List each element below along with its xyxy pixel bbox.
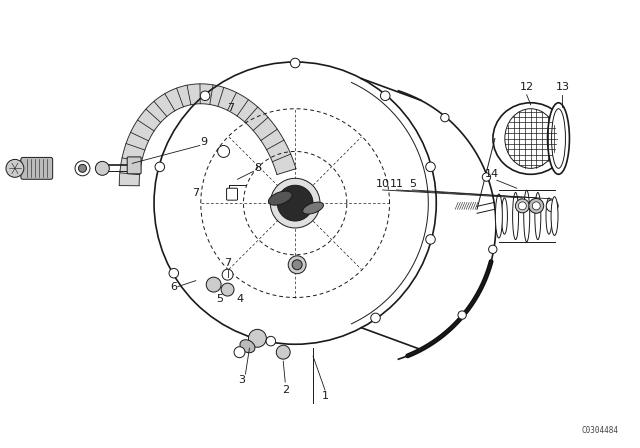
- Ellipse shape: [303, 202, 323, 214]
- Text: 4: 4: [236, 293, 243, 304]
- Circle shape: [426, 162, 435, 172]
- Circle shape: [291, 58, 300, 68]
- Circle shape: [518, 202, 526, 210]
- Circle shape: [206, 277, 221, 292]
- Circle shape: [277, 185, 313, 221]
- Text: 7: 7: [192, 188, 199, 198]
- Circle shape: [95, 161, 109, 175]
- Text: 10: 10: [376, 179, 390, 189]
- Text: 14: 14: [485, 169, 499, 179]
- Circle shape: [371, 313, 380, 323]
- Ellipse shape: [548, 103, 570, 174]
- Circle shape: [532, 202, 540, 210]
- Text: 9: 9: [200, 137, 207, 146]
- Circle shape: [292, 260, 302, 270]
- Ellipse shape: [268, 191, 292, 205]
- Circle shape: [276, 345, 290, 359]
- Circle shape: [288, 256, 306, 274]
- Ellipse shape: [240, 340, 255, 353]
- Circle shape: [426, 235, 435, 244]
- Text: 12: 12: [520, 82, 534, 92]
- Circle shape: [441, 113, 449, 122]
- Circle shape: [200, 91, 210, 100]
- Circle shape: [529, 198, 544, 213]
- Circle shape: [266, 336, 276, 346]
- Circle shape: [79, 164, 86, 172]
- Circle shape: [6, 159, 24, 177]
- Text: 6: 6: [170, 282, 177, 292]
- Circle shape: [248, 329, 266, 347]
- Text: 7: 7: [224, 258, 231, 268]
- Circle shape: [488, 245, 497, 254]
- Text: 2: 2: [282, 385, 289, 395]
- Circle shape: [270, 178, 320, 228]
- Text: 11: 11: [390, 179, 404, 189]
- Text: 3: 3: [238, 375, 245, 385]
- FancyBboxPatch shape: [21, 157, 52, 179]
- Text: 1: 1: [321, 391, 328, 401]
- Circle shape: [221, 283, 234, 296]
- Text: C0304484: C0304484: [581, 426, 618, 435]
- Ellipse shape: [495, 194, 502, 238]
- Text: 8: 8: [254, 164, 261, 173]
- Text: 5: 5: [216, 293, 223, 304]
- Circle shape: [380, 91, 390, 100]
- Circle shape: [222, 269, 233, 280]
- Text: 5: 5: [409, 179, 416, 189]
- Ellipse shape: [505, 109, 557, 168]
- Circle shape: [75, 161, 90, 176]
- Circle shape: [546, 200, 558, 212]
- Ellipse shape: [493, 103, 568, 174]
- Text: 13: 13: [556, 82, 570, 92]
- Circle shape: [458, 311, 467, 319]
- FancyBboxPatch shape: [227, 188, 237, 200]
- Circle shape: [155, 162, 164, 172]
- Ellipse shape: [551, 197, 558, 236]
- Circle shape: [234, 347, 245, 358]
- Text: 7: 7: [227, 103, 234, 113]
- FancyBboxPatch shape: [127, 157, 141, 174]
- Circle shape: [169, 268, 179, 278]
- Circle shape: [483, 173, 491, 181]
- Polygon shape: [119, 84, 296, 186]
- Circle shape: [515, 199, 529, 213]
